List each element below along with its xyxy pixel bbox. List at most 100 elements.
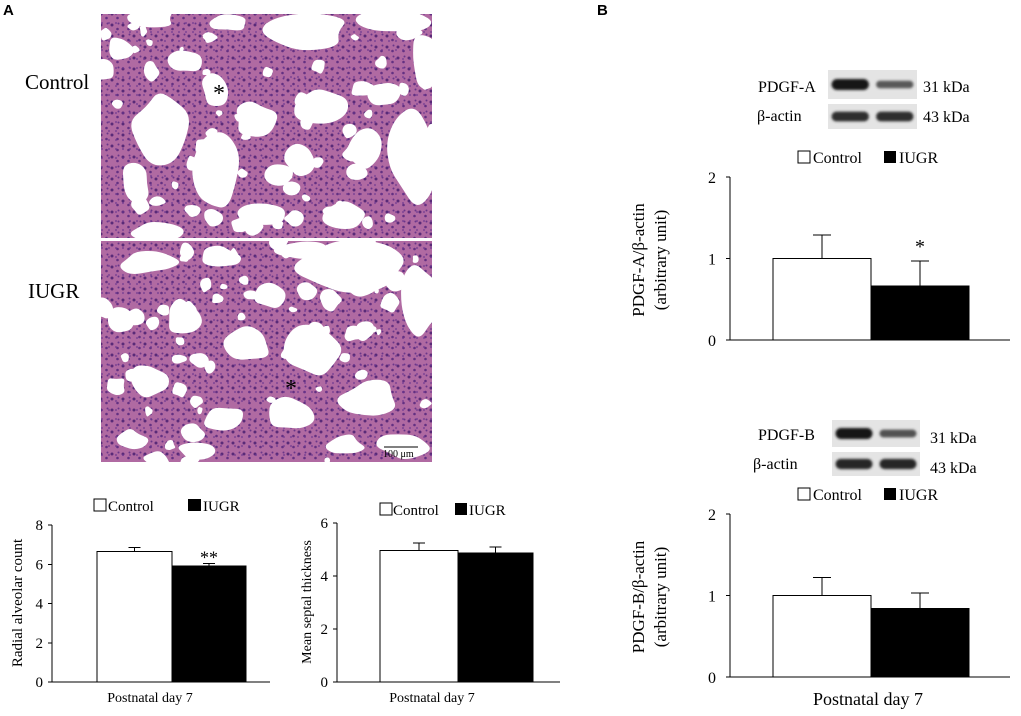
blot-target-label: PDGF-A: [758, 79, 816, 96]
y-tick-label: 1: [708, 252, 716, 269]
y-axis-label: Mean septal thickness: [300, 540, 315, 664]
alveolar-spaces: [101, 14, 432, 238]
alveolar-space: [200, 277, 212, 293]
y-tick-label: 1: [708, 589, 716, 606]
alveolar-space: [122, 162, 149, 204]
bar-control: [379, 549, 459, 683]
alveolar-space: [264, 164, 293, 186]
alveolar-space: [316, 99, 335, 112]
alveolar-space: [371, 251, 382, 259]
alveolar-space: [120, 250, 180, 274]
y-axis-unit-label: (arbitrary unit): [651, 210, 670, 311]
blot-loading-size: 43 kDa: [930, 460, 977, 477]
alveolar-space: [195, 177, 215, 190]
alveolar-space: [169, 312, 182, 325]
alveolar-space: [387, 108, 432, 205]
significance-mark: **: [200, 547, 218, 567]
y-axis-unit-label: (arbitrary unit): [651, 547, 670, 648]
alveolar-space: [145, 316, 160, 331]
legend-label-iugr: IUGR: [469, 503, 506, 519]
blot-band: [876, 80, 914, 89]
alveolar-space: [223, 326, 269, 360]
alveolar-space: [350, 34, 359, 41]
legend-pdgf-b: Control IUGR: [797, 487, 938, 504]
alveolar-space: [281, 172, 293, 181]
legend-label-iugr: IUGR: [899, 487, 938, 504]
alveolar-space: [262, 66, 273, 78]
alveolar-space: [329, 289, 334, 296]
alveolar-space: [122, 308, 145, 326]
alveolar-space: [362, 216, 373, 230]
alveolar-space: [237, 312, 246, 321]
legend-label-iugr: IUGR: [899, 150, 938, 167]
legend-label-control: Control: [813, 487, 862, 504]
alveolar-space: [236, 101, 278, 137]
control-alveolus-marker: *: [213, 81, 225, 107]
legend-mean-septal-thickness: Control IUGR: [379, 502, 506, 519]
alveolar-space: [146, 39, 153, 46]
blot-band: [835, 458, 873, 470]
alveolar-space: [344, 325, 363, 342]
alveolar-space: [199, 152, 213, 163]
pdgf-b-chart: 0 1 2: [708, 507, 1010, 687]
alveolar-space: [281, 26, 294, 40]
alveolar-spaces: [101, 241, 432, 462]
y-tick-label: 6: [36, 557, 44, 573]
alveolar-space: [145, 227, 167, 238]
blot-band: [835, 428, 873, 439]
alveolar-space: [204, 407, 243, 431]
blot-band: [879, 458, 917, 470]
iugr-image-label: IUGR: [28, 279, 79, 303]
iugr-alveolus-marker: *: [285, 376, 297, 402]
alveolar-space: [179, 255, 189, 262]
alveolar-space: [319, 289, 342, 312]
legend-swatch-control: [379, 502, 393, 516]
alveolar-space: [346, 163, 368, 180]
alveolar-space: [227, 414, 235, 422]
y-tick-label: 0: [708, 670, 716, 687]
bar-control: [772, 258, 872, 341]
alveolar-space: [172, 382, 187, 398]
alveolar-space: [335, 200, 344, 207]
alveolar-space: [354, 369, 368, 380]
alveolar-space: [342, 145, 362, 162]
alveolar-space: [156, 304, 170, 316]
alveolar-space: [425, 123, 432, 144]
mean-septal-thickness-chart: 0 2 4 6: [321, 516, 560, 691]
alveolar-space: [376, 329, 382, 336]
alveolar-space: [131, 45, 140, 54]
alveolar-space: [254, 282, 286, 308]
alveolar-space: [127, 21, 140, 31]
alveolar-space: [358, 81, 367, 90]
histology-control-image: [101, 14, 432, 238]
alveolar-space: [178, 442, 216, 460]
bar-iugr: [457, 552, 534, 683]
alveolar-space: [369, 325, 377, 333]
alveolar-space: [365, 241, 376, 246]
y-tick-label: 4: [321, 569, 329, 585]
y-tick-label: 2: [708, 170, 716, 187]
alveolar-space: [120, 353, 129, 363]
alveolar-space: [205, 128, 218, 139]
alveolar-space: [288, 306, 298, 313]
alveolar-space: [311, 59, 325, 74]
legend-swatch-control: [797, 150, 811, 164]
alveolar-space: [348, 280, 377, 297]
panel-label-a: A: [3, 2, 14, 19]
alveolar-space: [337, 379, 396, 416]
alveolar-space: [202, 32, 218, 43]
alveolar-space: [282, 181, 301, 196]
alveolar-space: [139, 24, 148, 37]
alveolar-space: [101, 27, 112, 41]
alveolar-space: [301, 342, 312, 357]
alveolar-space: [264, 22, 274, 31]
legend-label-control: Control: [108, 499, 154, 515]
alveolar-space: [109, 37, 135, 60]
alveolar-space: [101, 58, 114, 80]
blot-target-label: PDGF-B: [758, 427, 815, 444]
alveolar-space: [272, 220, 284, 230]
alveolar-space: [284, 210, 304, 227]
alveolar-space: [171, 181, 179, 190]
alveolar-space: [302, 259, 318, 271]
alveolar-space: [355, 14, 432, 32]
